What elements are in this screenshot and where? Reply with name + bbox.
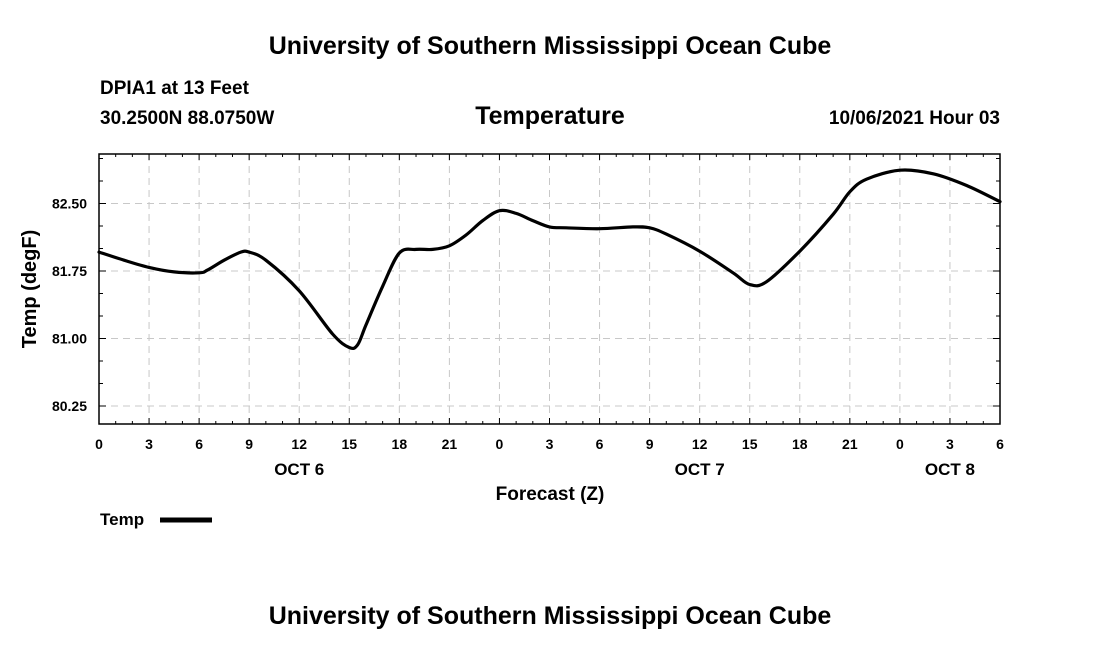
station-label: DPIA1 at 13 Feet (100, 78, 250, 99)
x-tick-label: 6 (996, 436, 1004, 452)
x-tick-label: 6 (596, 436, 604, 452)
series-layer (97, 168, 1002, 351)
day-label: OCT 6 (274, 460, 324, 479)
x-tick-label: 3 (145, 436, 153, 452)
x-tick-label: 9 (245, 436, 253, 452)
x-tick-label: 3 (946, 436, 954, 452)
x-tick-label: 0 (896, 436, 904, 452)
x-tick-label: 6 (195, 436, 203, 452)
x-tick-label: 18 (392, 436, 408, 452)
org-title: University of Southern Mississippi Ocean… (269, 32, 832, 60)
x-tick-label: 15 (341, 436, 357, 452)
x-tick-label: 0 (95, 436, 103, 452)
x-axis-label: Forecast (Z) (496, 484, 605, 505)
x-tick-label: 12 (291, 436, 307, 452)
y-tick-label: 82.50 (52, 196, 87, 212)
station-coords: 30.2500N 88.0750W (100, 108, 274, 129)
y-tick-label: 80.25 (52, 398, 87, 414)
x-tick-label: 9 (646, 436, 654, 452)
day-label: OCT 8 (925, 460, 975, 479)
temp-series-line (97, 168, 1002, 351)
footer-title: University of Southern Mississippi Ocean… (269, 602, 832, 630)
chart-title: Temperature (475, 102, 625, 130)
x-tick-label: 18 (792, 436, 808, 452)
x-tick-label: 12 (692, 436, 708, 452)
y-axis-label: Temp (degF) (19, 230, 41, 349)
day-label: OCT 7 (675, 460, 725, 479)
y-tick-label: 81.00 (52, 331, 87, 347)
run-time: 10/06/2021 Hour 03 (829, 108, 1000, 129)
x-tick-label: 0 (496, 436, 504, 452)
grid-layer (99, 154, 1000, 424)
tick-layer: 0 3 6 9 12 15 18 21 0 3 6 9 12 15 18 21 0 3 6 80.25 81.00 81.… (52, 154, 1004, 479)
x-tick-label: 21 (442, 436, 458, 452)
legend-label: Temp (100, 510, 144, 529)
y-tick-label: 81.75 (52, 263, 87, 279)
x-tick-label: 3 (546, 436, 554, 452)
x-tick-label: 21 (842, 436, 858, 452)
x-tick-label: 15 (742, 436, 758, 452)
